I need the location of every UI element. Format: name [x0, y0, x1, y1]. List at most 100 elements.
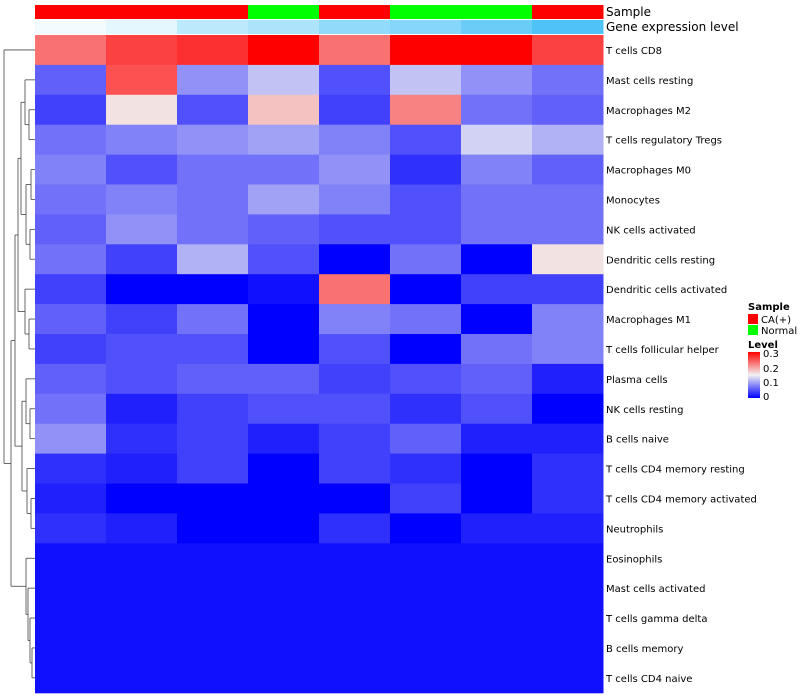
- heatmap-cell: [35, 662, 107, 694]
- heatmap-cell: [319, 603, 391, 634]
- heatmap-cell: [461, 154, 533, 185]
- heatmap-cell: [461, 244, 533, 275]
- heatmap-cell: [177, 603, 249, 634]
- heatmap-cell: [532, 244, 604, 275]
- heatmap-cell: [390, 453, 462, 484]
- sample-annotation-cell: [106, 5, 178, 19]
- heatmap-cell: [177, 184, 249, 215]
- heatmap-cell: [248, 334, 320, 365]
- expression-annotation-cell: [248, 20, 320, 34]
- heatmap-cell: [248, 94, 320, 126]
- heatmap-cell: [461, 573, 533, 604]
- heatmap-cell: [177, 304, 249, 335]
- heatmap-cell: [390, 244, 462, 275]
- annotation-label-expression: Gene expression level: [606, 20, 739, 34]
- expression-annotation-cell: [461, 20, 533, 34]
- heatmap-cell: [390, 214, 462, 245]
- heatmap-cell: [106, 603, 178, 634]
- heatmap-cell: [177, 334, 249, 365]
- heatmap-cell: [319, 662, 391, 694]
- heatmap-cell: [248, 214, 320, 245]
- row-labels: T cells CD8 Mast cells resting Macrophages…: [605, 46, 757, 685]
- heatmap-cell: [35, 214, 107, 245]
- heatmap-cell: [319, 573, 391, 604]
- heatmap-cell: [177, 483, 249, 514]
- heatmap-cell: [248, 483, 320, 514]
- legend-entry-ca: CA(+): [761, 315, 791, 326]
- row-label: Mast cells activated: [606, 584, 705, 595]
- heatmap-cell: [532, 124, 604, 156]
- heatmap-cell: [106, 513, 178, 544]
- heatmap-cell: [319, 304, 391, 335]
- row-label: Macrophages M0: [606, 166, 691, 177]
- legend-tick-0.2: 0.2: [763, 364, 779, 375]
- heatmap-cell: [532, 543, 604, 574]
- row-label: NK cells activated: [606, 225, 696, 236]
- heatmap-cell: [106, 94, 178, 126]
- heatmap-cell: [461, 662, 533, 694]
- heatmap-cell: [390, 633, 462, 664]
- heatmap-cell: [248, 154, 320, 185]
- heatmap-cell: [248, 573, 320, 604]
- heatmap-cell: [35, 94, 107, 126]
- heatmap-cell: [461, 393, 533, 425]
- heatmap-cell: [106, 244, 178, 275]
- heatmap-cell: [461, 603, 533, 634]
- heatmap-cell: [248, 184, 320, 215]
- heatmap-cell: [248, 35, 320, 66]
- sample-annotation-cell: [390, 5, 462, 19]
- heatmap-cell: [461, 94, 533, 126]
- heatmap-cell: [106, 124, 178, 156]
- heatmap-cell: [532, 393, 604, 425]
- heatmap-cell: [248, 363, 320, 395]
- sample-annotation-cell: [177, 5, 249, 19]
- sample-annotation-cell: [532, 5, 604, 19]
- heatmap-cell: [248, 304, 320, 335]
- heatmap-cell: [106, 214, 178, 245]
- heatmap-cell: [390, 64, 462, 96]
- heatmap-cell: [390, 483, 462, 514]
- heatmap-cell: [106, 274, 178, 305]
- heatmap-cell: [390, 603, 462, 634]
- heatmap-cell: [177, 543, 249, 574]
- heatmap-cell: [319, 64, 391, 96]
- heatmap-cell: [248, 543, 320, 574]
- heatmap-cell: [532, 274, 604, 305]
- heatmap-cell: [177, 453, 249, 484]
- heatmap-cell: [390, 363, 462, 395]
- heatmap-cell: [106, 423, 178, 455]
- column-annotations: [35, 5, 604, 34]
- heatmap-cell: [532, 334, 604, 365]
- row-label: Macrophages M1: [606, 315, 691, 326]
- heatmap-cell: [390, 184, 462, 215]
- heatmap-cell: [319, 35, 391, 66]
- heatmap-cell: [319, 214, 391, 245]
- heatmap-cell: [532, 64, 604, 96]
- legend-level-colorbar: [748, 352, 760, 398]
- row-label: Eosinophils: [606, 554, 662, 565]
- heatmap-cell: [532, 363, 604, 395]
- heatmap-cell: [177, 423, 249, 455]
- heatmap-cell: [390, 334, 462, 365]
- heatmap-cell: [319, 94, 391, 126]
- heatmap-cell: [35, 423, 107, 455]
- heatmap-cell: [319, 244, 391, 275]
- heatmap-cell: [248, 64, 320, 96]
- sample-annotation-cell: [35, 5, 107, 19]
- heatmap-cell: [461, 214, 533, 245]
- heatmap-cell: [106, 154, 178, 185]
- heatmap-cell: [532, 483, 604, 514]
- row-label: Monocytes: [606, 195, 660, 206]
- heatmap-cell: [35, 154, 107, 185]
- heatmap-cell: [177, 94, 249, 126]
- heatmap-cell: [532, 603, 604, 634]
- sample-annotation-cell: [248, 5, 320, 19]
- heatmap-cell: [177, 274, 249, 305]
- heatmap-cell: [319, 453, 391, 484]
- heatmap-cell: [248, 393, 320, 425]
- heatmap-cell: [248, 513, 320, 544]
- legend-entry-normal: Normal: [761, 326, 797, 337]
- heatmap-cell: [319, 184, 391, 215]
- heatmap-cell: [319, 543, 391, 574]
- heatmap-cell: [532, 214, 604, 245]
